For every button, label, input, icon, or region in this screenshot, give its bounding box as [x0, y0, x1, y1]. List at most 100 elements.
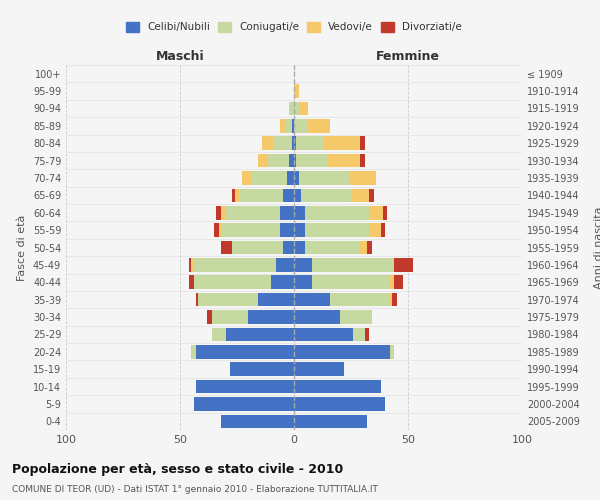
Bar: [294, 224, 305, 237]
Bar: [280, 119, 294, 132]
Bar: [294, 310, 371, 324]
Bar: [294, 188, 351, 202]
Bar: [221, 414, 294, 428]
Bar: [226, 328, 294, 341]
Bar: [294, 293, 392, 306]
Bar: [189, 276, 294, 289]
Bar: [221, 414, 294, 428]
Bar: [294, 119, 308, 132]
Text: COMUNE DI TEOR (UD) - Dati ISTAT 1° gennaio 2010 - Elaborazione TUTTITALIA.IT: COMUNE DI TEOR (UD) - Dati ISTAT 1° genn…: [12, 485, 378, 494]
Bar: [294, 414, 367, 428]
Bar: [191, 345, 294, 358]
Bar: [294, 102, 299, 115]
Bar: [280, 206, 294, 220]
Bar: [226, 206, 294, 220]
Bar: [262, 136, 294, 150]
Bar: [294, 397, 385, 410]
Bar: [194, 397, 294, 410]
Bar: [194, 397, 294, 410]
Bar: [294, 136, 365, 150]
Bar: [294, 310, 371, 324]
Bar: [294, 362, 344, 376]
Bar: [294, 136, 360, 150]
Bar: [221, 224, 294, 237]
Bar: [294, 84, 299, 98]
Bar: [196, 345, 294, 358]
Bar: [191, 345, 294, 358]
Bar: [285, 119, 294, 132]
Bar: [251, 171, 294, 185]
Bar: [294, 136, 323, 150]
Bar: [212, 310, 294, 324]
Bar: [294, 171, 349, 185]
Bar: [242, 171, 294, 185]
Bar: [221, 414, 294, 428]
Bar: [294, 293, 331, 306]
Bar: [232, 240, 294, 254]
Bar: [219, 224, 294, 237]
Legend: Celibi/Nubili, Coniugati/e, Vedovi/e, Divorziati/e: Celibi/Nubili, Coniugati/e, Vedovi/e, Di…: [123, 19, 465, 36]
Bar: [294, 380, 380, 394]
Bar: [242, 171, 294, 185]
Bar: [294, 188, 374, 202]
Bar: [221, 206, 294, 220]
Bar: [212, 310, 294, 324]
Bar: [212, 328, 294, 341]
Bar: [266, 154, 294, 168]
Bar: [257, 154, 294, 168]
Bar: [289, 102, 294, 115]
Bar: [232, 240, 294, 254]
Bar: [294, 362, 344, 376]
Bar: [191, 258, 294, 272]
Y-axis label: Fasce di età: Fasce di età: [17, 214, 27, 280]
Bar: [283, 188, 294, 202]
Bar: [194, 276, 294, 289]
Bar: [294, 154, 328, 168]
Bar: [294, 293, 390, 306]
Bar: [294, 293, 397, 306]
Y-axis label: Anni di nascita: Anni di nascita: [593, 206, 600, 289]
Bar: [294, 397, 385, 410]
Bar: [191, 345, 294, 358]
Bar: [287, 171, 294, 185]
Bar: [294, 380, 380, 394]
Bar: [294, 397, 385, 410]
Bar: [294, 188, 301, 202]
Bar: [294, 206, 369, 220]
Bar: [294, 310, 340, 324]
Bar: [294, 102, 308, 115]
Bar: [294, 206, 388, 220]
Bar: [271, 276, 294, 289]
Text: Femmine: Femmine: [376, 50, 440, 64]
Bar: [230, 362, 294, 376]
Bar: [294, 362, 344, 376]
Bar: [194, 397, 294, 410]
Bar: [257, 293, 294, 306]
Bar: [232, 188, 294, 202]
Bar: [294, 345, 394, 358]
Bar: [294, 362, 344, 376]
Bar: [294, 224, 369, 237]
Bar: [294, 345, 390, 358]
Bar: [294, 380, 380, 394]
Bar: [294, 154, 365, 168]
Bar: [294, 84, 299, 98]
Bar: [294, 119, 331, 132]
Bar: [292, 136, 294, 150]
Bar: [294, 328, 369, 341]
Bar: [230, 362, 294, 376]
Bar: [280, 119, 294, 132]
Bar: [262, 136, 294, 150]
Bar: [283, 240, 294, 254]
Bar: [292, 119, 294, 132]
Bar: [196, 380, 294, 394]
Bar: [294, 328, 353, 341]
Bar: [294, 240, 371, 254]
Bar: [196, 293, 294, 306]
Text: Maschi: Maschi: [155, 50, 205, 64]
Bar: [294, 328, 365, 341]
Bar: [294, 276, 312, 289]
Bar: [294, 258, 312, 272]
Bar: [294, 397, 385, 410]
Bar: [294, 224, 385, 237]
